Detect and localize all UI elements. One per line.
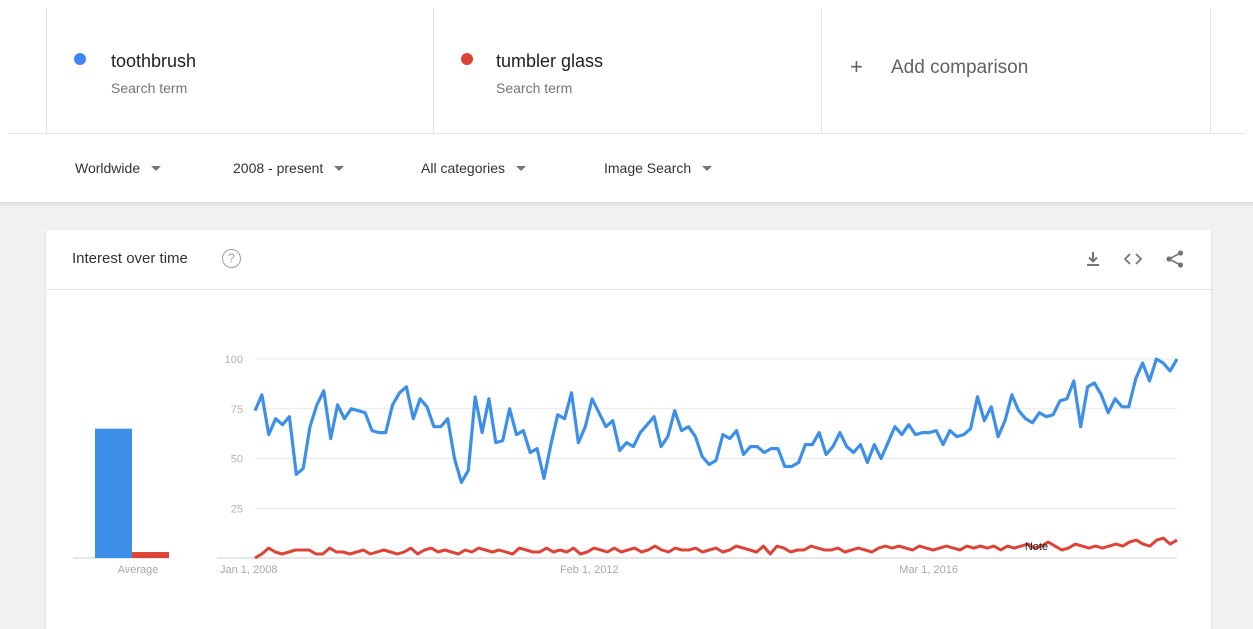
embed-icon[interactable] <box>1122 248 1144 270</box>
series-line <box>253 357 1179 484</box>
interest-over-time-chart: 100 75 50 25 Average Jan 1, 2008 Feb 1, 2012 Ma… <box>73 354 1179 576</box>
download-icon[interactable] <box>1082 248 1104 270</box>
region-filter-label: Worldwide <box>75 160 141 176</box>
interest-over-time-card: Interest over time ? 100 75 50 25 Average Jan… <box>46 230 1211 629</box>
share-icon[interactable] <box>1164 248 1186 270</box>
time-range-filter-dropdown[interactable]: 2008 - present <box>233 160 345 176</box>
y-tick-label: 100 <box>225 354 243 366</box>
help-icon[interactable]: ? <box>222 249 241 268</box>
search-term-label: Search term <box>496 80 573 96</box>
category-filter-dropdown[interactable]: All categories <box>421 160 527 176</box>
average-bar <box>95 428 132 558</box>
series-color-dot-icon <box>74 53 86 65</box>
y-tick-label: 75 <box>231 404 243 416</box>
search-term-card-toothbrush[interactable]: toothbrush Search term <box>46 8 434 133</box>
y-tick-label: 50 <box>231 454 243 466</box>
category-filter-label: All categories <box>421 160 506 176</box>
time-range-filter-label: 2008 - present <box>233 160 324 176</box>
search-term-card-tumbler-glass[interactable]: tumbler glass Search term <box>434 8 822 133</box>
dropdown-arrow-icon <box>702 165 713 171</box>
plus-icon: + <box>850 54 863 79</box>
average-label: Average <box>118 564 159 576</box>
search-term-name[interactable]: toothbrush <box>111 51 197 71</box>
card-title: Interest over time <box>72 250 188 267</box>
header-divider <box>8 133 1245 134</box>
header-shadow <box>0 202 1253 206</box>
dropdown-arrow-icon <box>334 165 345 171</box>
y-tick-label: 25 <box>231 503 243 515</box>
note-marker-label: Note <box>1025 541 1048 553</box>
x-tick-label: Mar 1, 2016 <box>899 564 958 576</box>
series-line <box>254 536 1178 560</box>
search-type-filter-label: Image Search <box>604 160 692 176</box>
search-term-name[interactable]: tumbler glass <box>496 51 604 71</box>
explore-header: toothbrush Search term tumbler glass Sea… <box>0 0 1253 206</box>
x-tick-label: Feb 1, 2012 <box>560 564 619 576</box>
search-term-label: Search term <box>111 80 188 96</box>
dropdown-arrow-icon <box>516 165 527 171</box>
x-tick-label: Jan 1, 2008 <box>220 564 278 576</box>
region-filter-dropdown[interactable]: Worldwide <box>75 160 162 176</box>
average-bar <box>132 552 169 558</box>
dropdown-arrow-icon <box>151 165 162 171</box>
add-comparison-label: Add comparison <box>891 57 1029 78</box>
search-type-filter-dropdown[interactable]: Image Search <box>604 160 713 176</box>
add-comparison-button[interactable]: + Add comparison <box>822 8 1211 133</box>
card-divider <box>46 289 1211 290</box>
series-color-dot-icon <box>461 53 473 65</box>
